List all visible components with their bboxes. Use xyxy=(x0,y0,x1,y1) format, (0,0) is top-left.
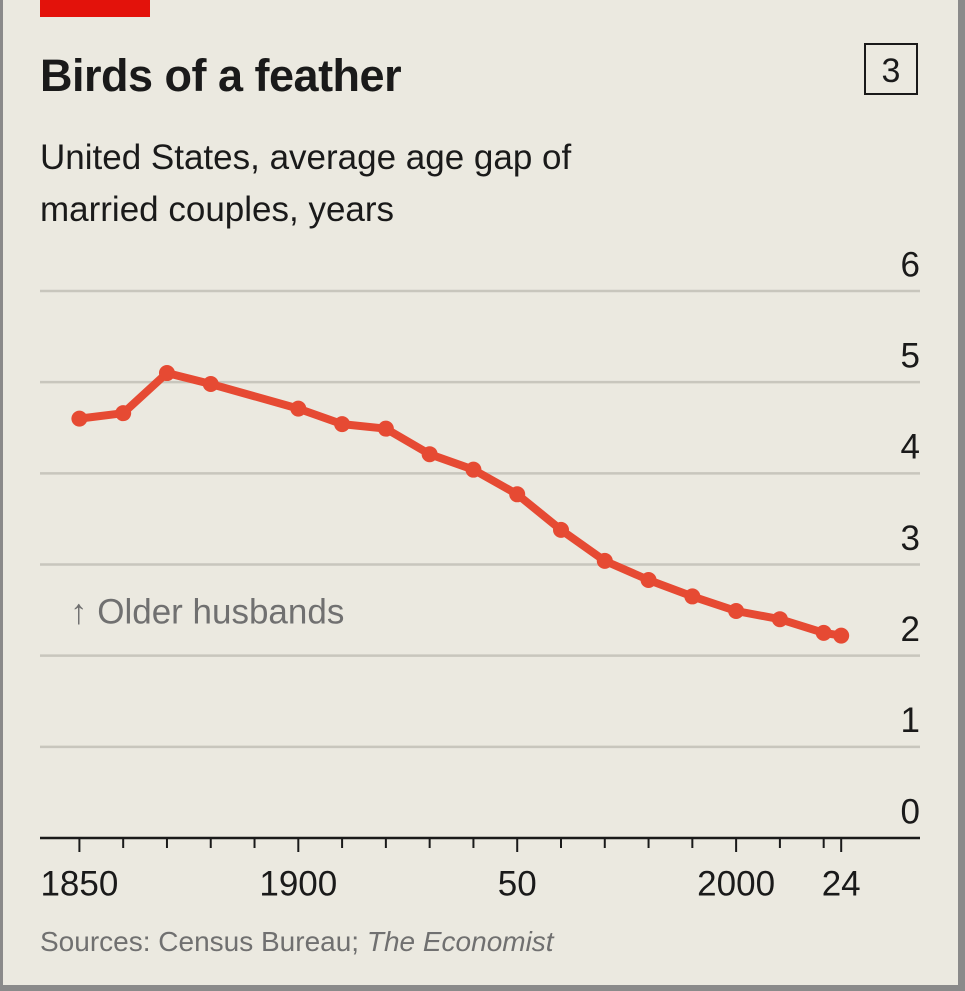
y-tick-label: 1 xyxy=(901,701,920,740)
data-point xyxy=(684,588,701,605)
x-tick-label: 24 xyxy=(822,864,861,903)
data-point xyxy=(377,420,394,437)
source-text: Sources: Census Bureau; xyxy=(40,926,360,957)
chart-subtitle: United States, average age gap of marrie… xyxy=(40,138,572,229)
x-tick-label: 2000 xyxy=(697,864,775,903)
data-point xyxy=(71,410,88,427)
chart-frame: Birds of a feather 3 United States, aver… xyxy=(3,0,958,985)
brand-bar xyxy=(40,0,150,17)
data-point xyxy=(421,446,438,463)
plot: ↑ Older husbands 0 1 2 3 4 5 6 1850 1900 50 2000 24 xyxy=(40,245,920,903)
data-point xyxy=(509,486,526,503)
data-point xyxy=(290,400,307,417)
source: Sources: Census Bureau; The Economist xyxy=(40,926,554,958)
x-tick-label: 1900 xyxy=(259,864,337,903)
y-tick-label: 6 xyxy=(901,245,920,284)
data-point xyxy=(552,521,569,538)
data-point xyxy=(640,571,657,588)
data-point xyxy=(465,461,482,478)
y-tick-label: 4 xyxy=(901,428,920,467)
x-tick-label: 1850 xyxy=(40,864,118,903)
data-point xyxy=(115,405,132,422)
data-point xyxy=(158,365,175,382)
data-point xyxy=(833,627,850,644)
y-tick-label: 5 xyxy=(901,336,920,375)
y-tick-label: 0 xyxy=(901,792,920,831)
data-point xyxy=(596,552,613,569)
source-publication: The Economist xyxy=(366,926,554,957)
y-tick-label: 2 xyxy=(901,610,920,649)
chart-badge: 3 xyxy=(864,43,918,95)
data-point xyxy=(334,416,351,433)
chart-title: Birds of a feather xyxy=(40,50,402,101)
annotation: ↑ Older husbands xyxy=(70,592,344,631)
x-tick-label: 50 xyxy=(498,864,537,903)
data-point xyxy=(815,624,832,641)
data-point xyxy=(728,602,745,619)
y-tick-label: 3 xyxy=(901,519,920,558)
data-point xyxy=(202,375,219,392)
data-point xyxy=(771,611,788,628)
